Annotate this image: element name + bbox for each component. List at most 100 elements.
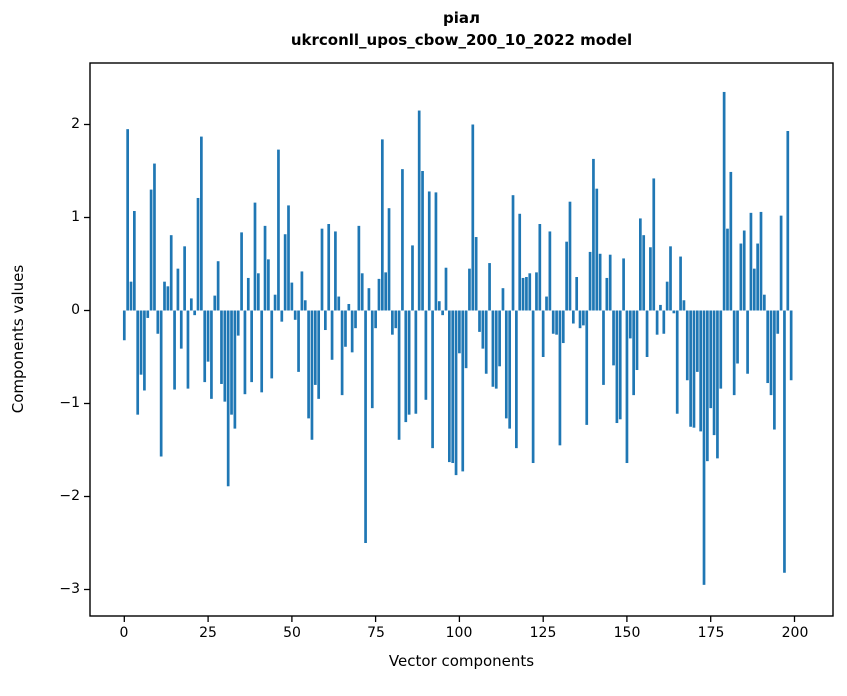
bar-component-110 [491,310,495,387]
bar-component-190 [759,211,763,311]
bar-component-114 [504,310,508,419]
bar-component-56 [310,310,314,440]
bar-component-93 [434,192,438,311]
y-tick-label-0: 0 [71,302,80,318]
x-tick-label-175: 175 [697,625,725,641]
x-tick-label-150: 150 [613,625,641,641]
bar-component-180 [726,228,729,311]
y-tick-label-−3: −3 [59,581,80,597]
bar-component-91 [427,191,431,311]
bar-component-61 [327,224,331,311]
bar-component-153 [635,310,639,371]
bar-component-189 [756,243,759,311]
bar-component-18 [183,246,186,311]
axes-spines [89,62,834,617]
bar-component-109 [488,263,491,311]
bar-component-159 [655,310,659,335]
bar-component-124 [538,224,542,311]
bar-component-46 [277,149,280,311]
bar-component-172 [699,310,703,432]
bar-component-78 [384,272,388,311]
bar-component-146 [612,310,615,366]
bar-component-147 [615,310,619,424]
bar-component-86 [411,245,414,311]
bar-component-123 [535,272,538,311]
bar-component-143 [602,310,605,385]
bar-component-81 [394,310,398,329]
bar-component-60 [324,310,327,331]
bar-component-51 [293,310,297,320]
bar-component-160 [659,304,662,311]
bar-component-163 [669,246,672,311]
bar-component-58 [317,310,321,399]
bar-component-176 [712,310,716,436]
bar-component-64 [337,296,341,311]
bar-component-25 [206,310,210,362]
bar-component-168 [685,310,689,381]
bar-component-107 [481,310,485,349]
bar-component-178 [719,310,723,389]
bar-component-13 [166,286,170,311]
bar-component-20 [189,298,193,311]
y-tick-label-1: 1 [71,209,80,225]
bar-component-169 [689,310,692,427]
bar-component-30 [223,310,227,402]
bar-component-197 [783,310,786,573]
bar-component-106 [478,310,481,332]
bar-component-127 [548,231,552,311]
bar-component-150 [625,310,629,464]
bar-component-35 [240,232,243,311]
bar-component-9 [153,163,156,311]
bar-component-50 [290,282,294,311]
bar-component-5 [139,310,143,375]
bar-component-44 [270,310,274,379]
bar-component-15 [173,310,176,390]
bar-component-97 [448,310,451,463]
bar-component-38 [250,310,253,383]
bar-component-183 [736,310,739,364]
bar-component-145 [608,254,612,311]
bar-component-148 [618,310,622,420]
bar-component-52 [297,310,300,372]
bar-component-98 [451,310,455,464]
bar-component-187 [749,212,753,311]
bar-component-129 [555,310,558,335]
bar-component-63 [334,231,337,311]
bar-component-42 [263,225,267,311]
bar-component-29 [220,310,223,384]
bar-component-2 [129,281,133,311]
bar-component-195 [776,310,780,334]
bar-component-193 [769,310,773,396]
bar-component-49 [287,205,290,311]
bar-component-181 [729,171,733,311]
bar-component-59 [320,228,324,311]
x-tick-label-50: 50 [283,625,301,641]
bar-component-27 [213,295,217,311]
bar-component-70 [357,225,361,311]
bar-component-173 [702,310,706,585]
bar-component-192 [766,310,770,384]
bar-component-112 [498,310,501,367]
bar-component-80 [391,310,394,335]
bar-component-194 [773,310,776,430]
bar-component-14 [169,235,173,311]
bar-component-184 [739,243,743,311]
bar-component-137 [582,310,585,326]
bar-component-96 [444,267,448,311]
x-tick-label-25: 25 [199,625,217,641]
bar-component-77 [380,139,384,311]
bar-component-151 [628,310,632,339]
bar-component-84 [404,310,408,423]
bar-component-95 [441,310,444,316]
bar-component-54 [303,300,307,311]
bar-component-28 [216,261,220,311]
bar-component-171 [695,310,699,372]
bar-component-157 [649,247,652,311]
bar-component-66 [344,310,347,347]
bar-component-102 [464,310,468,369]
bar-component-24 [203,310,207,383]
bar-component-191 [762,294,766,311]
bar-component-162 [665,281,669,311]
bar-component-31 [226,310,230,487]
